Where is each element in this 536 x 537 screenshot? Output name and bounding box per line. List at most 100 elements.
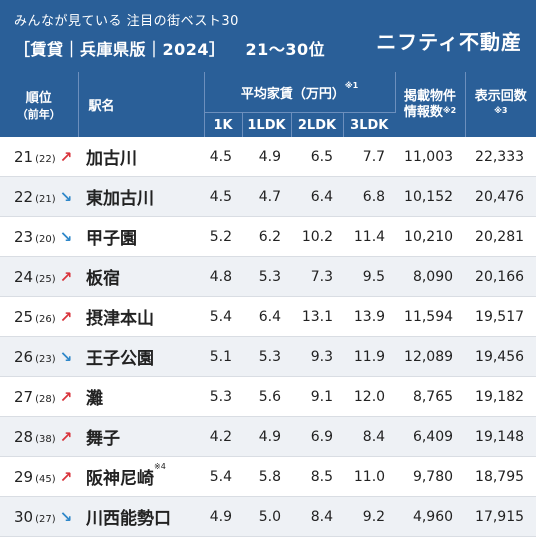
rent-2ldk: 10.2 bbox=[291, 216, 343, 257]
station-name: 阪神尼崎 bbox=[86, 469, 154, 489]
rank-cell: 21 (22) ↗ bbox=[0, 137, 78, 177]
listings-count: 9,780 bbox=[395, 456, 466, 497]
table-row: 28 (38) ↗ 舞子 4.2 4.9 6.9 8.4 6,409 19,148 bbox=[0, 416, 536, 457]
views-count: 18,795 bbox=[465, 456, 536, 497]
rent-2ldk: 8.5 bbox=[291, 456, 343, 497]
previous-rank: (27) bbox=[35, 513, 56, 525]
listings-count: 8,765 bbox=[395, 376, 466, 417]
station-name-cell: 川西能勢口 bbox=[78, 496, 204, 537]
rank-number: 23 bbox=[14, 227, 34, 246]
rank-number: 29 bbox=[14, 467, 34, 486]
rank-cell: 30 (27) ↘ bbox=[0, 496, 78, 537]
trend-up-arrow-icon: ↗ bbox=[59, 427, 73, 446]
table-row: 27 (28) ↗ 灘 5.3 5.6 9.1 12.0 8,765 19,182 bbox=[0, 376, 536, 417]
rent-1k: 5.2 bbox=[204, 216, 242, 257]
rent-1k: 5.1 bbox=[204, 336, 242, 377]
col-header-rank: 順位 （前年） bbox=[0, 72, 79, 137]
rank-cell: 27 (28) ↗ bbox=[0, 376, 78, 417]
station-name-cell: 甲子園 bbox=[78, 216, 204, 257]
rent-1ldk: 4.7 bbox=[242, 176, 291, 217]
station-name-cell: 灘 bbox=[78, 376, 204, 417]
views-count: 19,182 bbox=[465, 376, 536, 417]
rent-1ldk: 6.4 bbox=[242, 296, 291, 337]
views-count: 19,517 bbox=[465, 296, 536, 337]
listings-count: 11,003 bbox=[395, 137, 466, 177]
views-count: 20,476 bbox=[465, 176, 536, 217]
rent-3ldk: 11.9 bbox=[343, 336, 396, 377]
station-name: 川西能勢口 bbox=[86, 509, 171, 529]
station-name-cell: 舞子 bbox=[78, 416, 204, 457]
rent-1ldk: 5.3 bbox=[242, 336, 291, 377]
rent-2ldk: 9.3 bbox=[291, 336, 343, 377]
table-row: 24 (25) ↗ 板宿 4.8 5.3 7.3 9.5 8,090 20,166 bbox=[0, 256, 536, 297]
station-note: ※4 bbox=[154, 462, 166, 471]
rent-3ldk: 12.0 bbox=[343, 376, 396, 417]
col-header-1k: 1K bbox=[204, 112, 243, 137]
rank-number: 27 bbox=[14, 387, 34, 406]
rent-1ldk: 4.9 bbox=[242, 137, 291, 177]
listings-count: 12,089 bbox=[395, 336, 466, 377]
rank-cell: 24 (25) ↗ bbox=[0, 256, 78, 297]
table-row: 22 (21) ↘ 東加古川 4.5 4.7 6.4 6.8 10,152 20,476 bbox=[0, 176, 536, 217]
rent-2ldk: 13.1 bbox=[291, 296, 343, 337]
listings-count: 6,409 bbox=[395, 416, 466, 457]
rent-1k: 4.5 bbox=[204, 137, 242, 177]
listings-count: 8,090 bbox=[395, 256, 466, 297]
rent-2ldk: 7.3 bbox=[291, 256, 343, 297]
rent-3ldk: 9.2 bbox=[343, 496, 396, 537]
listings-count: 10,152 bbox=[395, 176, 466, 217]
trend-up-arrow-icon: ↗ bbox=[59, 307, 73, 326]
col-header-station: 駅名 bbox=[78, 72, 205, 137]
trend-up-arrow-icon: ↗ bbox=[59, 467, 73, 486]
rent-2ldk: 9.1 bbox=[291, 376, 343, 417]
col-header-3ldk: 3LDK bbox=[343, 112, 396, 137]
rent-3ldk: 11.4 bbox=[343, 216, 396, 257]
rank-number: 28 bbox=[14, 427, 34, 446]
previous-rank: (20) bbox=[35, 233, 56, 245]
rank-number: 25 bbox=[14, 307, 34, 326]
ranking-table: 順位 （前年） 駅名 平均家賃（万円）※1 掲載物件 情報数※2 表示回数 ※3 bbox=[0, 72, 536, 537]
previous-rank: (21) bbox=[35, 193, 56, 205]
trend-down-arrow-icon: ↘ bbox=[59, 227, 73, 246]
station-name: 甲子園 bbox=[86, 229, 137, 249]
rank-cell: 28 (38) ↗ bbox=[0, 416, 78, 457]
rent-3ldk: 11.0 bbox=[343, 456, 396, 497]
rent-1ldk: 5.0 bbox=[242, 496, 291, 537]
rank-cell: 26 (23) ↘ bbox=[0, 336, 78, 377]
rent-1ldk: 5.6 bbox=[242, 376, 291, 417]
rank-cell: 25 (26) ↗ bbox=[0, 296, 78, 337]
station-name-cell: 王子公園 bbox=[78, 336, 204, 377]
views-count: 17,915 bbox=[465, 496, 536, 537]
previous-rank: (45) bbox=[35, 473, 56, 485]
rent-1k: 4.9 bbox=[204, 496, 242, 537]
rent-1k: 5.4 bbox=[204, 296, 242, 337]
station-name-cell: 板宿 bbox=[78, 256, 204, 297]
rent-1k: 4.2 bbox=[204, 416, 242, 457]
listings-count: 11,594 bbox=[395, 296, 466, 337]
title-left: ［賃貸｜兵庫県版｜2024］ bbox=[14, 40, 226, 59]
title-right: 21〜30位 bbox=[245, 40, 326, 59]
rent-1ldk: 5.8 bbox=[242, 456, 291, 497]
rent-3ldk: 9.5 bbox=[343, 256, 396, 297]
previous-rank: (23) bbox=[35, 353, 56, 365]
rank-number: 22 bbox=[14, 187, 34, 206]
rank-cell: 23 (20) ↘ bbox=[0, 216, 78, 257]
rank-number: 30 bbox=[14, 507, 34, 526]
trend-up-arrow-icon: ↗ bbox=[59, 387, 73, 406]
rent-2ldk: 6.4 bbox=[291, 176, 343, 217]
ranking-table-area: 順位 （前年） 駅名 平均家賃（万円）※1 掲載物件 情報数※2 表示回数 ※3 bbox=[0, 72, 536, 537]
previous-rank: (38) bbox=[35, 433, 56, 445]
rank-number: 24 bbox=[14, 267, 34, 286]
rent-1k: 4.5 bbox=[204, 176, 242, 217]
rent-3ldk: 7.7 bbox=[343, 137, 396, 177]
station-name: 加古川 bbox=[86, 149, 137, 169]
station-name: 東加古川 bbox=[86, 189, 154, 209]
views-count: 20,166 bbox=[465, 256, 536, 297]
station-name: 板宿 bbox=[86, 269, 120, 289]
views-count: 22,333 bbox=[465, 137, 536, 177]
trend-up-arrow-icon: ↗ bbox=[59, 267, 73, 286]
rent-1k: 5.3 bbox=[204, 376, 242, 417]
station-name: 王子公園 bbox=[86, 349, 154, 369]
rank-number: 21 bbox=[14, 147, 34, 166]
